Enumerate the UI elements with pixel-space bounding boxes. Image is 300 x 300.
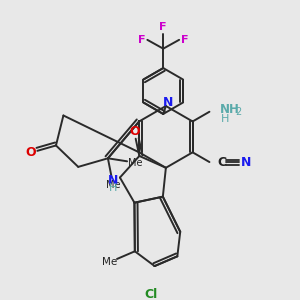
Text: Me: Me [128, 158, 142, 167]
Text: H: H [221, 114, 230, 124]
Text: Me: Me [106, 180, 120, 190]
Text: O: O [129, 125, 140, 138]
Text: F: F [138, 35, 146, 45]
Text: Me: Me [102, 257, 117, 267]
Text: O: O [25, 146, 36, 159]
Text: Cl: Cl [145, 288, 158, 300]
Text: F: F [181, 35, 188, 45]
Text: F: F [160, 22, 167, 32]
Text: NH: NH [220, 103, 240, 116]
Text: 2: 2 [235, 107, 241, 117]
Text: N: N [163, 96, 173, 109]
Text: N: N [108, 174, 118, 187]
Text: N: N [240, 155, 251, 169]
Text: C: C [217, 155, 226, 169]
Text: H: H [109, 183, 117, 193]
